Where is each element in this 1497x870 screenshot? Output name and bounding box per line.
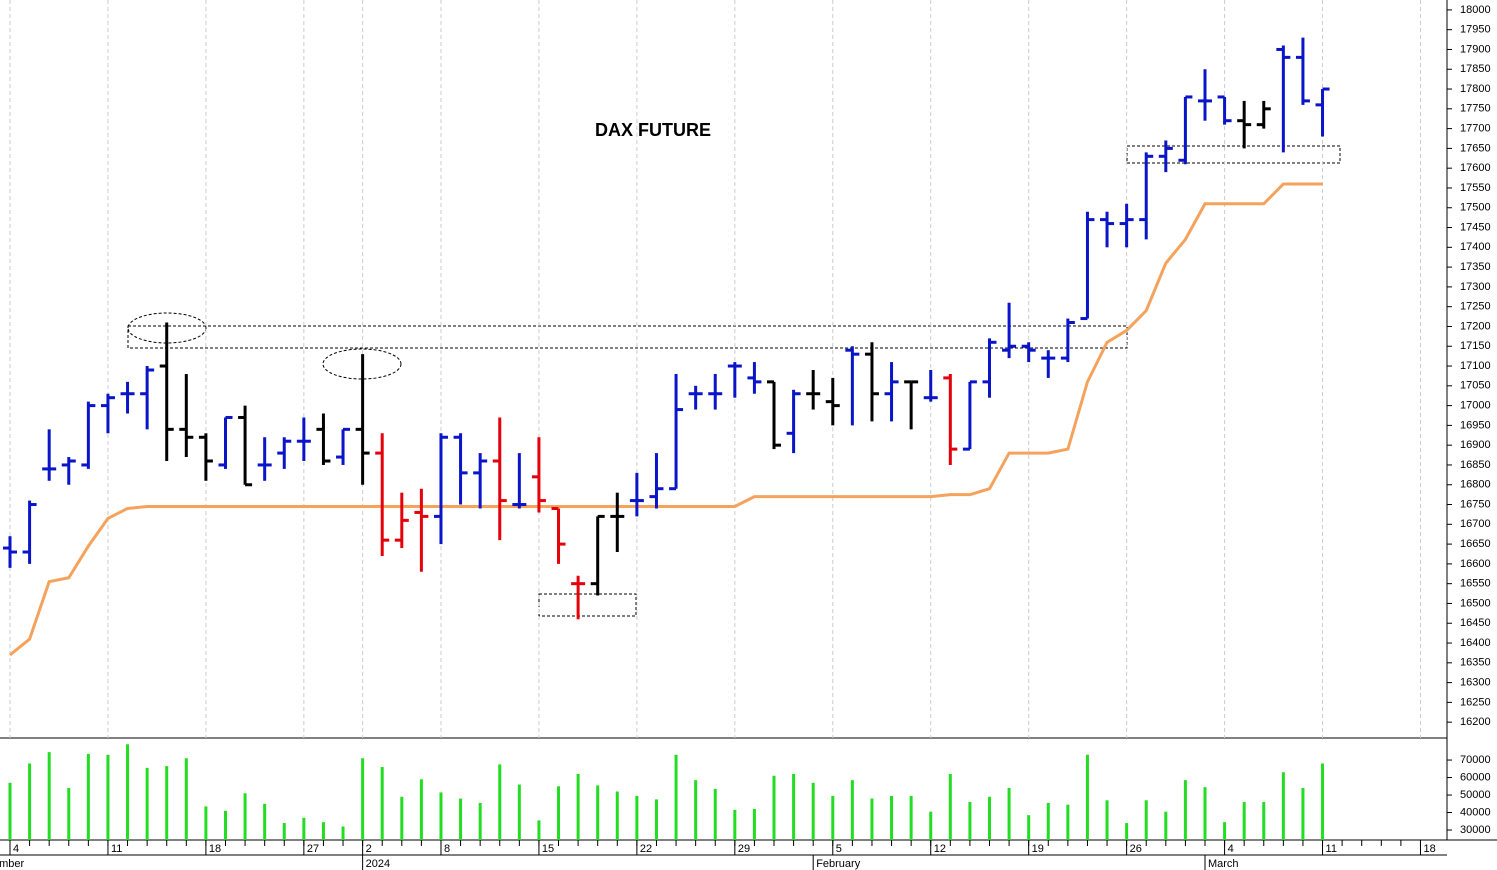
y-tick-label: 16400 bbox=[1460, 637, 1491, 649]
y-tick-label: 16650 bbox=[1460, 538, 1491, 550]
x-tick-label: 4 bbox=[13, 843, 19, 855]
y-tick-label: 17300 bbox=[1460, 281, 1491, 293]
x-tick-label: 5 bbox=[836, 843, 842, 855]
x-tick-label: 26 bbox=[1130, 843, 1142, 855]
x-tick-label: 4 bbox=[1228, 843, 1234, 855]
y-tick-label: 16200 bbox=[1460, 716, 1491, 728]
y-tick-label: 16800 bbox=[1460, 479, 1491, 491]
month-label: February bbox=[816, 858, 861, 870]
y-tick-label: 17500 bbox=[1460, 202, 1491, 214]
y-tick-label: 17600 bbox=[1460, 162, 1491, 174]
x-tick-label: 15 bbox=[542, 843, 554, 855]
volume-tick-label: 30000 bbox=[1460, 824, 1491, 836]
x-tick-label: 22 bbox=[640, 843, 652, 855]
y-tick-label: 16350 bbox=[1460, 657, 1491, 669]
y-tick-label: 16850 bbox=[1460, 459, 1491, 471]
y-tick-label: 17000 bbox=[1460, 400, 1491, 412]
x-tick-label: 11 bbox=[111, 843, 122, 855]
y-tick-label: 17450 bbox=[1460, 221, 1491, 233]
y-tick-label: 17750 bbox=[1460, 103, 1491, 115]
month-label: March bbox=[1208, 858, 1239, 870]
y-tick-label: 16750 bbox=[1460, 498, 1491, 510]
y-tick-label: 16900 bbox=[1460, 439, 1491, 451]
chart-title: DAX FUTURE bbox=[595, 120, 711, 140]
y-tick-label: 16500 bbox=[1460, 597, 1491, 609]
trailing-line bbox=[9, 182, 1323, 657]
y-tick-label: 17350 bbox=[1460, 261, 1491, 273]
y-tick-label: 16550 bbox=[1460, 578, 1491, 590]
y-tick-label: 16950 bbox=[1460, 419, 1491, 431]
month-label: December bbox=[0, 858, 24, 870]
x-tick-label: 29 bbox=[738, 843, 750, 855]
x-tick-label: 19 bbox=[1032, 843, 1044, 855]
y-tick-label: 17400 bbox=[1460, 241, 1491, 253]
y-tick-label: 17800 bbox=[1460, 83, 1491, 95]
high-marker bbox=[322, 348, 402, 380]
x-tick-label: 8 bbox=[444, 843, 450, 855]
y-tick-label: 17100 bbox=[1460, 360, 1491, 372]
y-tick-label: 17850 bbox=[1460, 63, 1491, 75]
x-tick-label: 11 bbox=[1326, 843, 1337, 855]
y-tick-label: 16700 bbox=[1460, 518, 1491, 530]
x-tick-label: 18 bbox=[209, 843, 221, 855]
y-tick-label: 17700 bbox=[1460, 123, 1491, 135]
y-tick-label: 17950 bbox=[1460, 24, 1491, 36]
volume-tick-label: 60000 bbox=[1460, 771, 1491, 783]
month-label: 2024 bbox=[366, 858, 390, 870]
y-tick-label: 17200 bbox=[1460, 320, 1491, 332]
volume-tick-label: 50000 bbox=[1460, 789, 1491, 801]
y-tick-label: 16600 bbox=[1460, 558, 1491, 570]
y-tick-label: 17650 bbox=[1460, 142, 1491, 154]
y-tick-label: 16450 bbox=[1460, 617, 1491, 629]
y-tick-label: 17150 bbox=[1460, 340, 1491, 352]
x-tick-label: 12 bbox=[934, 843, 946, 855]
x-tick-label: 2 bbox=[366, 843, 372, 855]
y-tick-label: 17050 bbox=[1460, 380, 1491, 392]
x-tick-label: 18 bbox=[1423, 843, 1435, 855]
volume-tick-label: 40000 bbox=[1460, 806, 1491, 818]
x-tick-label: 27 bbox=[307, 843, 319, 855]
y-tick-label: 16250 bbox=[1460, 696, 1491, 708]
high-marker bbox=[127, 312, 207, 344]
y-tick-label: 17900 bbox=[1460, 43, 1491, 55]
y-tick-label: 16300 bbox=[1460, 677, 1491, 689]
y-tick-label: 17250 bbox=[1460, 301, 1491, 313]
volume-tick-label: 70000 bbox=[1460, 754, 1491, 766]
y-tick-label: 18000 bbox=[1460, 4, 1491, 16]
y-tick-label: 17550 bbox=[1460, 182, 1491, 194]
